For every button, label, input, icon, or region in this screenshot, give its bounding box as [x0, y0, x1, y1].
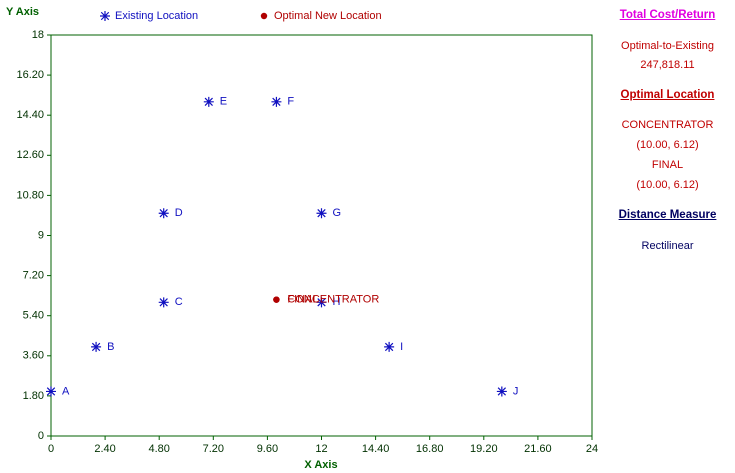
point — [46, 386, 56, 397]
point-label: J — [513, 385, 519, 397]
point — [158, 297, 169, 308]
chart: Y Axis X Axis 0 2.40 4.80 7.20 9.60 12 14.40 16… — [6, 6, 598, 471]
point-label: G — [333, 207, 342, 219]
y-tick-label: 1.80 — [23, 390, 44, 402]
y-tick-label: 16.20 — [16, 69, 44, 81]
location-name: FINAL — [651, 159, 684, 171]
point-label: H — [333, 296, 341, 308]
point — [158, 208, 169, 219]
location-name: CONCENTRATOR — [621, 119, 714, 131]
location-coords: (10.00, 6.12) — [636, 139, 699, 151]
y-tick-label: 18 — [32, 29, 44, 41]
x-tick-label: 12 — [315, 443, 327, 455]
y-tick-label: 12.60 — [16, 149, 44, 161]
point-label: B — [107, 341, 114, 353]
point-label: C — [175, 296, 183, 308]
point — [316, 297, 327, 308]
point-label: D — [175, 207, 183, 219]
point — [273, 296, 280, 303]
point — [271, 96, 282, 107]
x-tick-label: 24 — [586, 443, 598, 455]
location-coords: (10.00, 6.12) — [636, 179, 699, 191]
cost-value: 247,818.11 — [640, 59, 695, 71]
point — [91, 341, 102, 352]
distance-value: Rectilinear — [641, 240, 694, 252]
x-axis-title: X Axis — [304, 459, 337, 471]
point — [384, 341, 395, 352]
cost-title: Total Cost/Return — [619, 9, 716, 21]
point-label: CONCENTRATOR — [287, 294, 379, 306]
x-tick-label: 16.80 — [416, 443, 444, 455]
plot-frame — [50, 34, 593, 437]
y-tick-label: 7.20 — [23, 270, 44, 282]
point-label: A — [62, 385, 70, 397]
y-tick-label: 10.80 — [16, 189, 44, 201]
x-tick-label: 14.40 — [362, 443, 390, 455]
x-tick-label: 2.40 — [94, 443, 115, 455]
y-axis-title: Y Axis — [6, 6, 39, 18]
y-tick-label: 9 — [38, 229, 44, 241]
location-title: Optimal Location — [620, 89, 715, 101]
x-tick-label: 4.80 — [148, 443, 169, 455]
x-tick-label: 19.20 — [470, 443, 498, 455]
x-tick-label: 0 — [48, 443, 54, 455]
legend-marker — [100, 11, 110, 21]
legend-label: Optimal New Location — [274, 10, 382, 22]
point — [496, 386, 507, 397]
x-tick-label: 21.60 — [524, 443, 552, 455]
y-tick-label: 0 — [38, 430, 44, 442]
cost-label: Optimal-to-Existing — [621, 40, 714, 52]
y-tick-label: 14.40 — [16, 109, 44, 121]
point-label: I — [400, 341, 403, 353]
distance-title: Distance Measure — [618, 209, 717, 221]
x-tick-label: 9.60 — [257, 443, 278, 455]
point-label: FINAL — [287, 294, 318, 306]
y-tick-label: 5.40 — [23, 310, 44, 322]
legend-marker — [260, 12, 268, 20]
point — [316, 208, 327, 219]
point-label: F — [287, 96, 294, 108]
point — [203, 96, 214, 107]
y-tick-label: 3.60 — [23, 350, 44, 362]
x-tick-label: 7.20 — [203, 443, 224, 455]
legend-label: Existing Location — [115, 10, 198, 22]
point-label: E — [220, 96, 227, 108]
